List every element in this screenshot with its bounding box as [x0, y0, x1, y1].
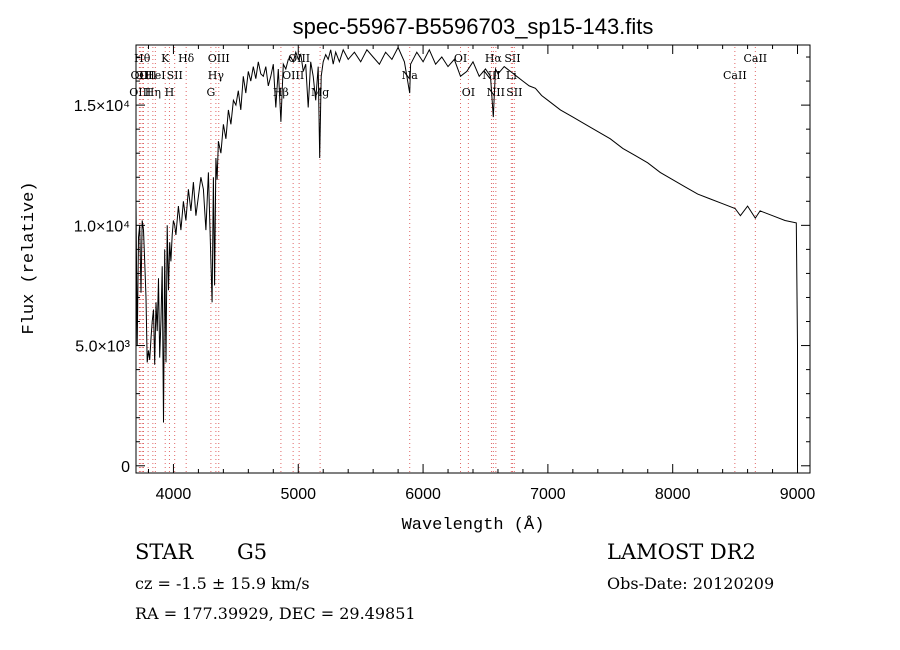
marker-label: SII — [504, 52, 520, 65]
spectrum-line — [135, 46, 798, 466]
x-axis-label: Wavelength (Å) — [402, 516, 545, 535]
y-axis: 0 5.0×10³ 1.0×10⁴ 1.5×10⁴ — [74, 56, 810, 476]
y-tick-label: 1.5×10⁴ — [74, 98, 130, 115]
marker-label: SII — [167, 69, 183, 82]
marker-label: Hη — [145, 86, 161, 99]
marker-label: Mg — [311, 86, 329, 99]
y-tick-label: 5.0×10³ — [75, 339, 130, 356]
x-tick-label: 9000 — [780, 486, 816, 503]
x-tick-label: 7000 — [530, 486, 566, 503]
marker-label: OI — [454, 52, 467, 65]
line-markers: OIIOIIIHθOIIOIIHηHeIKHSIIHδGHγOIIIHβOIII… — [129, 47, 767, 473]
y-tick-label: 1.0×10⁴ — [74, 218, 130, 235]
marker-label: HeI — [145, 69, 165, 82]
x-tick-label: 6000 — [405, 486, 441, 503]
marker-label: OIII — [129, 86, 151, 99]
marker-label: OII — [139, 69, 157, 82]
marker-label: H — [165, 86, 175, 99]
marker-label: CaII — [723, 69, 747, 82]
marker-label: Hθ — [134, 52, 151, 65]
redshift-value: cz = -1.5 ± 15.9 km/s — [135, 574, 310, 593]
plot-frame — [135, 44, 811, 474]
x-tick-label: 8000 — [655, 486, 691, 503]
x-tick-label: 5000 — [280, 486, 316, 503]
object-class: STAR — [135, 540, 194, 564]
marker-label: OII — [131, 69, 149, 82]
marker-label: OII — [135, 69, 153, 82]
marker-label: G — [206, 86, 215, 99]
observation-date: Obs-Date: 20120209 — [607, 574, 775, 593]
x-axis: 4000 5000 6000 7000 8000 9000 — [147, 45, 816, 503]
marker-label: Hγ — [208, 69, 225, 82]
marker-label: SII — [506, 86, 522, 99]
marker-label: Hδ — [178, 52, 195, 65]
marker-label: NII — [487, 86, 505, 99]
marker-label: NII — [482, 69, 500, 82]
x-tick-label: 4000 — [156, 486, 192, 503]
marker-label: OIII — [282, 69, 304, 82]
marker-label: OIII — [208, 52, 230, 65]
marker-label: Hα — [485, 52, 503, 65]
marker-label: Li — [506, 69, 517, 82]
chart-title: spec-55967-B5596703_sp15-143.fits — [293, 14, 654, 39]
marker-label: OI — [462, 86, 475, 99]
marker-label: CaII — [743, 52, 767, 65]
y-axis-label: Flux (relative) — [20, 181, 39, 334]
survey-name: LAMOST DR2 — [607, 540, 756, 564]
object-subclass: G5 — [237, 540, 268, 564]
coordinates: RA = 177.39929, DEC = 29.49851 — [135, 604, 416, 623]
marker-label: K — [161, 52, 170, 65]
y-tick-label: 0 — [121, 459, 130, 476]
